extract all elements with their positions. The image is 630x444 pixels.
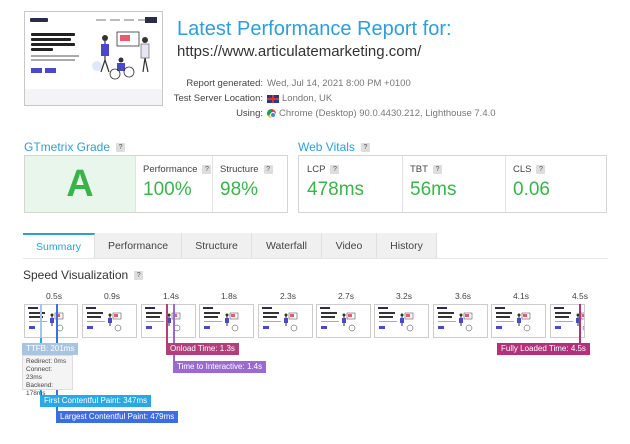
page-screenshot-thumbnail	[24, 11, 163, 106]
filmstrip-frame[interactable]	[433, 304, 488, 338]
ttfb-marker	[40, 304, 42, 344]
help-icon[interactable]: ?	[263, 165, 273, 174]
report-date: Wed, Jul 14, 2021 8:00 PM +0100	[267, 78, 411, 89]
fcp-tag: First Contentful Paint: 347ms	[40, 395, 152, 407]
filmstrip-frame[interactable]	[24, 304, 78, 338]
tested-url[interactable]: https://www.articulatemarketing.com/	[177, 43, 422, 60]
help-icon[interactable]: ?	[116, 142, 126, 152]
meta-key: Using:	[236, 108, 263, 119]
redirect-time: Redirect: 0ms	[26, 358, 67, 365]
lcp-metric: LCP? 478ms	[299, 156, 402, 212]
help-icon[interactable]: ?	[536, 165, 546, 174]
filmstrip-frame[interactable]	[374, 304, 429, 338]
filmstrip-frame[interactable]	[141, 304, 196, 338]
uk-flag-icon	[267, 94, 279, 103]
ttfb-breakdown: Redirect: 0ms Connect: 23ms Backend: 178…	[22, 355, 73, 397]
connect-time: Connect: 23ms	[26, 366, 53, 381]
help-icon[interactable]: ?	[134, 270, 144, 280]
help-icon[interactable]: ?	[360, 142, 370, 152]
frame-time-label: 4.5s	[571, 291, 589, 301]
tab-divider	[23, 258, 608, 259]
section-title: Web Vitals	[298, 140, 355, 154]
grade-letter: A	[25, 156, 135, 212]
performance-label: Performance	[143, 164, 198, 175]
frame-time-label: 2.3s	[279, 291, 297, 301]
tab-waterfall[interactable]: Waterfall	[252, 233, 322, 259]
frame-time-label: 3.2s	[395, 291, 413, 301]
frame-time-label: 3.6s	[454, 291, 472, 301]
help-icon[interactable]: ?	[202, 165, 212, 174]
section-title: Speed Visualization	[23, 268, 129, 282]
frame-time-label: 1.4s	[162, 291, 180, 301]
meta-browser: Using:	[150, 108, 263, 122]
web-vitals-heading: Web Vitals ?	[298, 140, 370, 154]
report-title: Latest Performance Report for:	[177, 18, 452, 40]
server-location: London, UK	[282, 93, 333, 104]
section-title: GTmetrix Grade	[24, 140, 111, 154]
meta-server-location: Test Server Location:	[150, 93, 263, 107]
cls-value: 0.06	[513, 179, 550, 200]
tab-summary[interactable]: Summary	[23, 233, 95, 259]
meta-value: Chrome (Desktop) 90.0.4430.212, Lighthou…	[267, 108, 496, 119]
web-vitals-card: LCP? 478ms TBT? 56ms CLS? 0.06	[298, 155, 607, 213]
help-icon[interactable]: ?	[330, 165, 340, 174]
speed-visualization-heading: Speed Visualization ?	[23, 268, 144, 282]
thumb-illustration	[92, 31, 150, 80]
filmstrip-frame[interactable]	[316, 304, 371, 338]
thumb-nav	[30, 17, 157, 23]
gtmetrix-grade-card: A Performance? 100% Structure? 98%	[24, 155, 288, 213]
tab-performance[interactable]: Performance	[95, 233, 182, 259]
help-icon[interactable]: ?	[432, 165, 442, 174]
onload-marker	[166, 304, 168, 348]
frame-time-label: 4.1s	[512, 291, 530, 301]
fully-loaded-marker	[579, 304, 581, 348]
meta-key: Report generated:	[186, 78, 263, 89]
frame-time-label: 0.9s	[103, 291, 121, 301]
browser-info: Chrome (Desktop) 90.0.4430.212, Lighthou…	[279, 108, 496, 119]
filmstrip-frame[interactable]	[258, 304, 313, 338]
backend-time: Backend: 178ms	[26, 382, 54, 397]
filmstrip-frame[interactable]	[491, 304, 546, 338]
meta-value: London, UK	[267, 93, 332, 104]
report-tabs: Summary Performance Structure Waterfall …	[23, 233, 437, 259]
lcp-value: 478ms	[307, 179, 365, 200]
structure-value: 98%	[220, 179, 259, 200]
structure-label: Structure	[220, 164, 259, 175]
tab-video[interactable]: Video	[322, 233, 377, 259]
performance-value: 100%	[143, 179, 192, 200]
frame-time-label: 0.5s	[45, 291, 63, 301]
meta-key: Test Server Location:	[173, 93, 263, 104]
meta-report-generated: Report generated:	[150, 78, 263, 92]
lcp-tag: Largest Contentful Paint: 479ms	[56, 411, 179, 423]
tbt-label: TBT	[410, 164, 428, 175]
tti-tag: Time to Interactive: 1.4s	[173, 361, 267, 373]
tab-structure[interactable]: Structure	[182, 233, 252, 259]
cls-metric: CLS? 0.06	[505, 156, 607, 212]
tbt-metric: TBT? 56ms	[402, 156, 505, 212]
meta-value: Wed, Jul 14, 2021 8:00 PM +0100	[267, 78, 411, 89]
tbt-value: 56ms	[410, 179, 457, 200]
performance-metric: Performance? 100%	[135, 156, 212, 212]
frame-time-label: 1.8s	[220, 291, 238, 301]
fully-loaded-tag: Fully Loaded Time: 4.5s	[497, 343, 590, 355]
frame-time-label: 2.7s	[337, 291, 355, 301]
tti-marker	[173, 304, 175, 366]
chrome-icon	[267, 109, 276, 118]
gtmetrix-grade-heading: GTmetrix Grade ?	[24, 140, 126, 154]
cls-label: CLS	[513, 164, 532, 175]
ttfb-tag: TTFB: 201ms	[22, 343, 79, 355]
structure-metric: Structure? 98%	[212, 156, 289, 212]
filmstrip-frame[interactable]	[82, 304, 137, 338]
onload-tag: Onload Time: 1.3s	[166, 343, 239, 355]
filmstrip-frame[interactable]	[199, 304, 254, 338]
lcp-label: LCP	[307, 164, 326, 175]
tab-history[interactable]: History	[377, 233, 437, 259]
